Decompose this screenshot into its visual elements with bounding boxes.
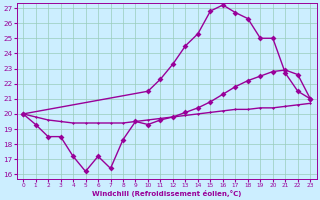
X-axis label: Windchill (Refroidissement éolien,°C): Windchill (Refroidissement éolien,°C) (92, 190, 241, 197)
